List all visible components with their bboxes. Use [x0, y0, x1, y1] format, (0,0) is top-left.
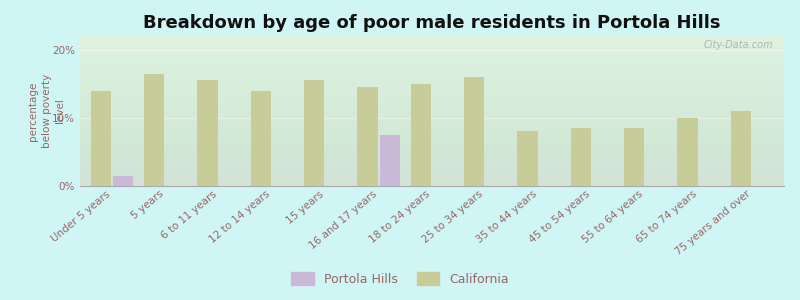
Legend: Portola Hills, California: Portola Hills, California	[286, 267, 514, 291]
Bar	[113, 176, 134, 186]
Bar	[464, 77, 484, 186]
Bar	[380, 135, 400, 186]
Bar	[678, 118, 698, 186]
Title: Breakdown by age of poor male residents in Portola Hills: Breakdown by age of poor male residents …	[143, 14, 721, 32]
Bar	[144, 74, 164, 186]
Bar	[624, 128, 644, 186]
Bar	[90, 91, 111, 186]
Bar	[518, 131, 538, 186]
Bar	[198, 80, 218, 186]
Bar	[358, 87, 378, 186]
Bar	[410, 84, 431, 186]
Text: City-Data.com: City-Data.com	[704, 40, 774, 50]
Bar	[304, 80, 324, 186]
Bar	[570, 128, 591, 186]
Bar	[250, 91, 271, 186]
Y-axis label: percentage
below poverty
level: percentage below poverty level	[28, 74, 65, 148]
Bar	[730, 111, 751, 186]
